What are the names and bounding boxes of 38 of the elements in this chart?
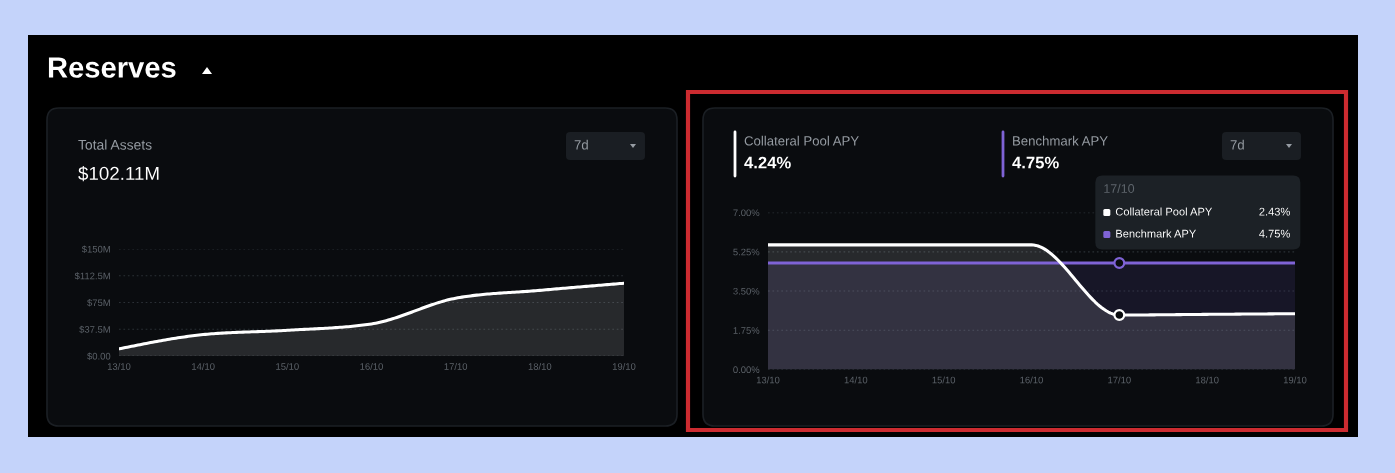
y-tick-label: $37.5M (79, 325, 110, 334)
y-tick-label: 1.75% (733, 327, 760, 334)
chart-subtitle: $102.11M (78, 165, 159, 182)
y-tick-label: $75M (87, 298, 110, 307)
x-tick-label: 15/10 (276, 362, 299, 370)
text: 7d (1230, 139, 1244, 150)
y-tick-label: $112.5M (74, 272, 110, 280)
text: 17/10 (1104, 183, 1135, 193)
x-tick-label: 17/10 (444, 362, 468, 370)
x-tick-label: 16/10 (1020, 376, 1043, 384)
x-tick-label: 13/10 (756, 376, 780, 384)
x-tick-label: 14/10 (844, 376, 868, 384)
x-tick-label: 19/10 (612, 362, 636, 370)
text: 7d (574, 139, 588, 150)
x-tick-label: 15/10 (932, 376, 956, 384)
y-tick-label: 7.00% (733, 209, 760, 217)
legend-label: Collateral Pool APY (1115, 207, 1213, 216)
text: 4.24% (744, 156, 791, 169)
y-tick-label: $0.00 (87, 352, 111, 361)
x-tick-label: 18/10 (528, 362, 552, 370)
y-tick-label: 0.00% (733, 366, 760, 374)
text: Benchmark APY (1013, 135, 1108, 146)
x-tick-label: 13/10 (107, 362, 131, 370)
x-tick-label: 18/10 (1196, 376, 1219, 384)
text: Collateral Pool APY (744, 135, 859, 146)
y-tick-label: 3.50% (733, 287, 760, 295)
annotation: 2.43% (1259, 207, 1290, 216)
x-tick-label: 19/10 (1283, 376, 1307, 384)
legend-label: Benchmark APY (1116, 229, 1196, 238)
x-tick-label: 14/10 (192, 362, 215, 370)
text: 4.75% (1012, 156, 1059, 169)
text: Reserves (48, 57, 176, 78)
chart-title: Total Assets (78, 139, 152, 150)
x-tick-label: 16/10 (360, 362, 383, 370)
y-tick-label: 5.25% (733, 248, 760, 256)
y-tick-label: $150M (81, 245, 110, 254)
x-tick-label: 17/10 (1108, 376, 1131, 384)
annotation: 4.75% (1259, 229, 1290, 238)
